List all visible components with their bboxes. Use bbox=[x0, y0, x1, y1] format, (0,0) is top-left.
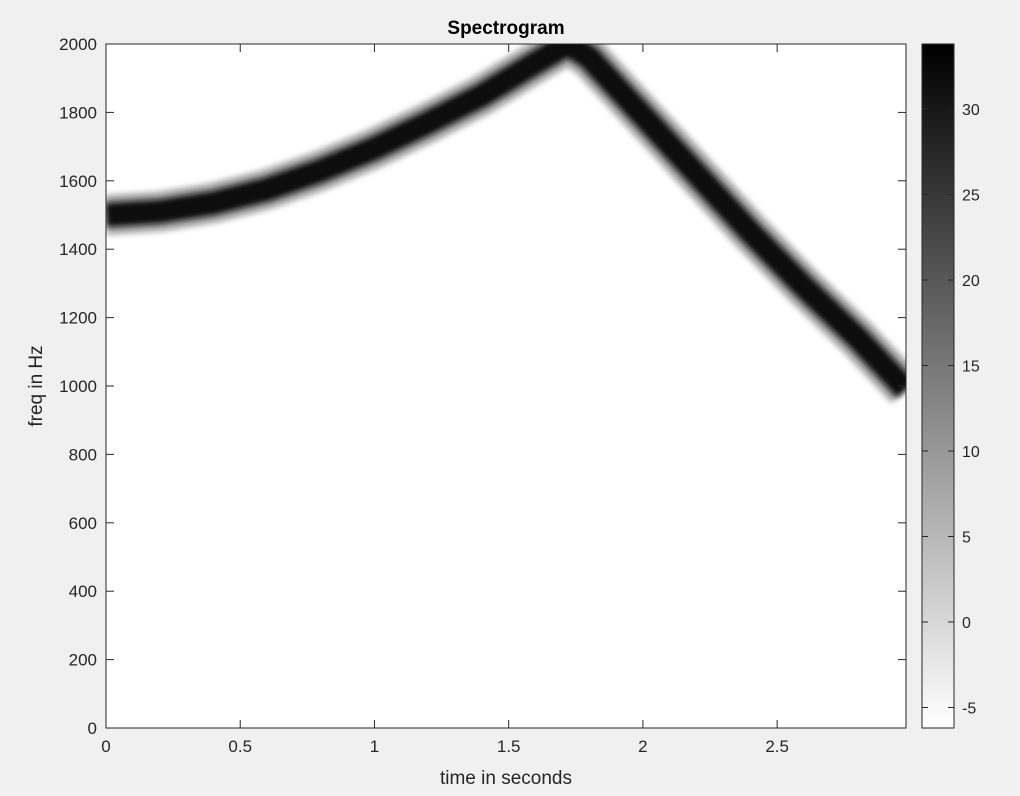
y-axis: 0 200 400 600 800 1000 1200 1400 1600 1800 2000 bbox=[59, 35, 906, 738]
x-tick-label: 1.5 bbox=[497, 737, 521, 756]
colorbar-tick-label: -5 bbox=[962, 700, 976, 717]
plot-area bbox=[106, 44, 906, 728]
colorbar bbox=[922, 44, 954, 728]
colorbar-tick-label: 5 bbox=[962, 529, 971, 546]
y-tick-label: 400 bbox=[69, 582, 97, 601]
ridge-line bbox=[106, 44, 906, 398]
y-tick-label: 2000 bbox=[59, 35, 97, 54]
y-tick-label: 1400 bbox=[59, 240, 97, 259]
colorbar-tick-label: 30 bbox=[962, 102, 980, 119]
colorbar-ticks: -5 0 5 10 15 20 25 30 bbox=[922, 102, 980, 717]
x-tick-label: 1 bbox=[370, 737, 379, 756]
y-tick-label: 1000 bbox=[59, 377, 97, 396]
x-tick-label: 0.5 bbox=[228, 737, 252, 756]
x-tick-label: 2 bbox=[638, 737, 647, 756]
y-tick-label: 1200 bbox=[59, 309, 97, 328]
colorbar-tick-label: 20 bbox=[962, 273, 980, 290]
colorbar-tick-label: 0 bbox=[962, 615, 971, 632]
y-tick-label: 800 bbox=[69, 445, 97, 464]
x-axis-label: time in seconds bbox=[440, 768, 572, 789]
colorbar-frame bbox=[921, 43, 955, 729]
y-tick-label: 600 bbox=[69, 514, 97, 533]
y-tick-label: 1600 bbox=[59, 172, 97, 191]
y-tick-label: 1800 bbox=[59, 103, 97, 122]
y-tick-label: 200 bbox=[69, 651, 97, 670]
y-axis-label: freq in Hz bbox=[26, 345, 47, 426]
x-tick-label: 0 bbox=[101, 737, 110, 756]
colorbar-tick-label: 10 bbox=[962, 444, 980, 461]
colorbar-tick-label: 25 bbox=[962, 187, 980, 204]
x-axis: 0 0.5 1 1.5 2 2.5 bbox=[101, 44, 789, 756]
x-tick-label: 2.5 bbox=[765, 737, 789, 756]
spectrogram-ridge bbox=[106, 44, 906, 404]
y-tick-label: 0 bbox=[88, 719, 97, 738]
chart-title: Spectrogram bbox=[447, 18, 564, 39]
colorbar-tick-label: 15 bbox=[962, 358, 980, 375]
